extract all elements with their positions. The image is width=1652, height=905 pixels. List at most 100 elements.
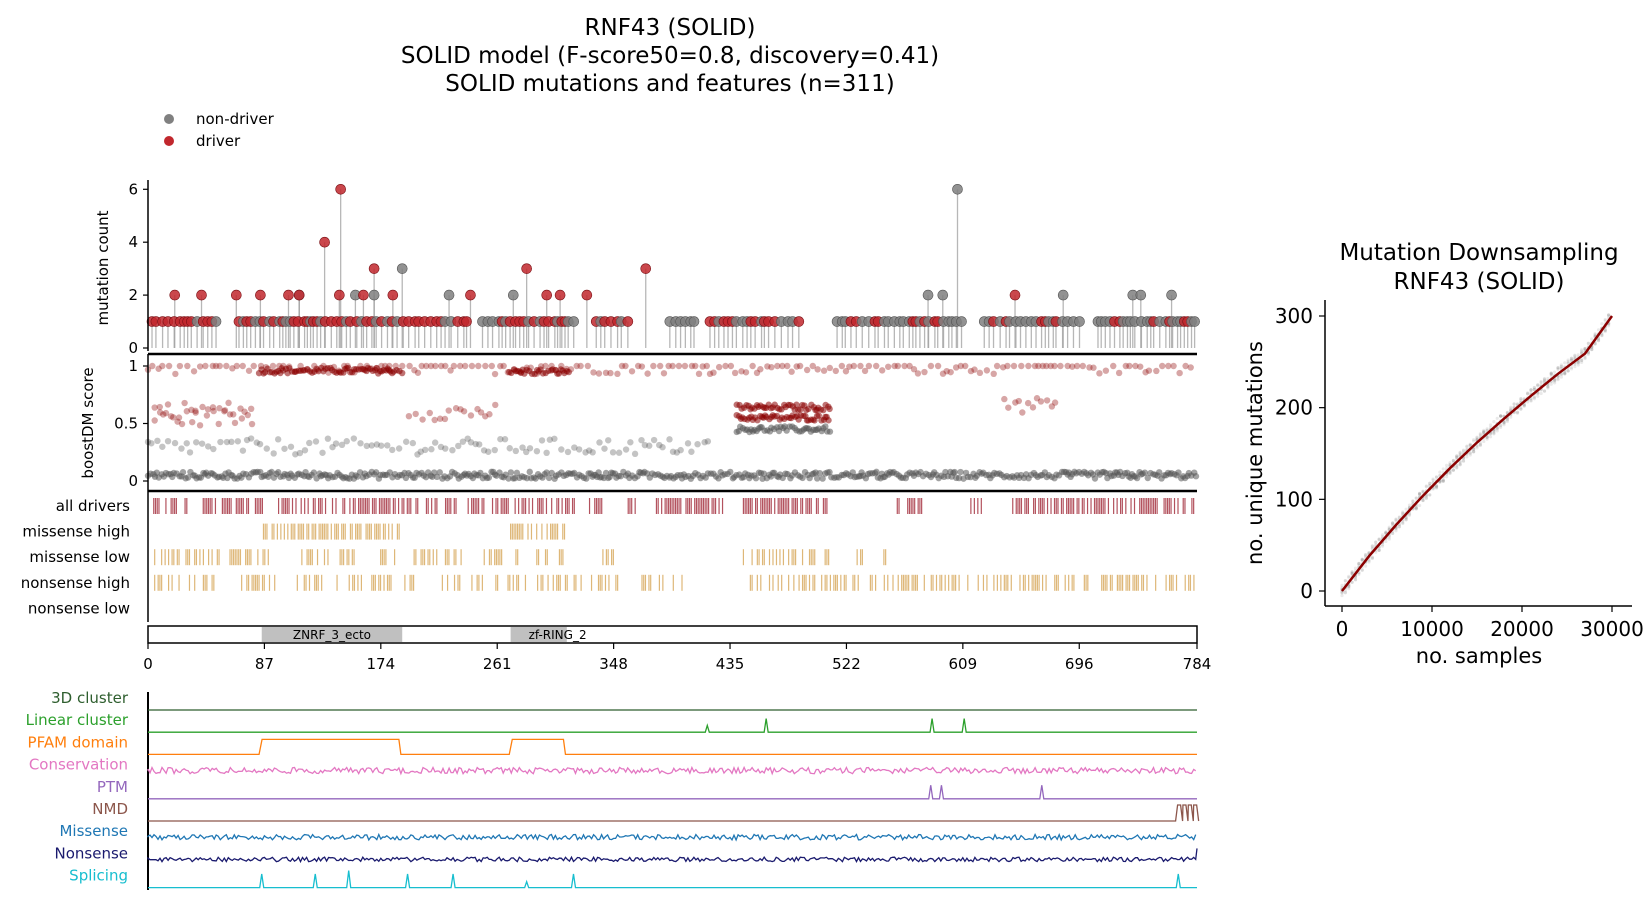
score-point-non-driver: [571, 444, 578, 451]
ds-replicate-point: [1414, 506, 1418, 510]
score-point-driver: [660, 370, 668, 377]
protein-x-tick-label: 435: [716, 655, 745, 673]
ds-replicate-point: [1468, 442, 1472, 446]
score-point-non-driver: [688, 448, 695, 455]
ds-replicate-point: [1455, 456, 1459, 460]
ds-replicate-point: [1522, 403, 1526, 408]
score-point-driver: [753, 369, 761, 377]
ds-replicate-point: [1448, 471, 1452, 476]
score-point-driver: [650, 362, 657, 370]
feature-track-line: [148, 738, 1197, 756]
ds-replicate-point: [1414, 496, 1418, 500]
score-point-non-driver: [373, 441, 381, 448]
score-point-driver: [695, 370, 703, 378]
ds-replicate-point: [1590, 347, 1594, 352]
ds-replicate-point: [1492, 430, 1496, 434]
ds-replicate-point: [1367, 560, 1371, 564]
ds-replicate-point: [1600, 333, 1604, 338]
score-point-non-driver: [491, 446, 498, 454]
score-point-driver: [774, 362, 781, 370]
ds-replicate-point: [1461, 448, 1466, 452]
score-point-non-driver: [656, 441, 663, 449]
score-point-non-driver: [417, 448, 424, 455]
ds-replicate-point: [1542, 379, 1547, 384]
ds-replicate-point: [1526, 392, 1530, 396]
score-point-driver: [504, 369, 512, 376]
ds-replicate-point: [1468, 451, 1472, 455]
ds-replicate-point: [1431, 478, 1435, 482]
ds-y-tick-label: 0: [1300, 579, 1313, 603]
ds-replicate-point: [1377, 537, 1381, 542]
score-point-driver: [784, 362, 791, 370]
ds-replicate-point: [1583, 346, 1587, 351]
score-point-driver: [727, 362, 735, 370]
score-point-driver: [910, 366, 918, 373]
score-point-non-driver: [253, 439, 260, 446]
score-point-driver: [492, 401, 499, 409]
ds-replicate-point: [1350, 580, 1354, 584]
score-point-non-driver: [223, 438, 231, 446]
ds-replicate-point: [1539, 391, 1543, 396]
score-point-driver: [239, 362, 246, 370]
score-point-driver: [175, 414, 183, 421]
ds-replicate-point: [1401, 521, 1405, 525]
score-point-driver: [815, 412, 822, 419]
ds-replicate-point: [1347, 575, 1351, 580]
score-point-driver: [850, 362, 858, 370]
score-point-driver: [209, 362, 216, 370]
pfam-domain-block: [510, 627, 567, 642]
score-point-driver: [1015, 397, 1022, 405]
ds-replicate-point: [1445, 463, 1449, 467]
score-point-driver: [450, 362, 458, 370]
score-point-driver: [706, 370, 714, 378]
score-point-driver: [248, 420, 256, 428]
ds-replicate-point: [1502, 421, 1506, 425]
feature-track-line: [147, 848, 1198, 864]
ds-replicate-point: [1580, 348, 1584, 352]
score-point-driver: [1057, 362, 1064, 370]
ds-replicate-point: [1360, 558, 1364, 562]
ds-replicate-point: [1519, 407, 1523, 411]
ds-replicate-point: [1458, 460, 1462, 464]
score-point-non-driver: [268, 468, 275, 476]
score-point-driver: [602, 369, 610, 377]
ds-replicate-point: [1566, 358, 1570, 362]
score-point-driver: [826, 405, 833, 413]
score-point-driver: [976, 369, 984, 377]
score-point-driver: [548, 362, 555, 370]
ds-replicate-point: [1603, 317, 1607, 322]
ds-replicate-point: [1353, 566, 1358, 570]
score-point-non-driver: [627, 439, 634, 446]
ds-replicate-point: [1343, 590, 1347, 594]
raster-track-label: all drivers: [56, 497, 130, 515]
protein-x-tick-label: 696: [1065, 655, 1094, 673]
ds-replicate-point: [1586, 341, 1590, 346]
driver-lollipop-head: [293, 289, 305, 301]
score-point-driver: [542, 362, 549, 370]
ds-replicate-point: [1340, 590, 1344, 595]
ds-replicate-point: [1472, 438, 1476, 442]
score-point-driver: [314, 366, 321, 373]
ds-replicate-point: [1515, 410, 1520, 414]
score-point-driver: [749, 362, 756, 370]
ds-replicate-point: [1461, 459, 1466, 463]
score-point-non-driver: [596, 439, 603, 446]
score-point-driver: [262, 363, 270, 371]
ds-replicate-point: [1407, 512, 1412, 516]
score-point-non-driver: [437, 443, 445, 451]
score-point-driver: [699, 363, 706, 370]
score-point-driver: [857, 362, 864, 370]
ds-replicate-point: [1529, 398, 1533, 402]
ds-replicate-point: [1563, 371, 1567, 375]
score-point-driver: [1126, 362, 1133, 370]
ds-replicate-point: [1377, 548, 1381, 552]
score-point-driver: [431, 416, 438, 424]
score-point-driver: [1033, 395, 1041, 402]
ds-replicate-point: [1451, 459, 1455, 463]
score-point-driver: [291, 368, 298, 376]
driver-lollipop-head: [358, 289, 369, 301]
score-point-non-driver: [615, 449, 623, 456]
score-point-non-driver: [523, 448, 530, 456]
score-point-non-driver: [243, 436, 251, 444]
ds-replicate-point: [1360, 557, 1364, 561]
